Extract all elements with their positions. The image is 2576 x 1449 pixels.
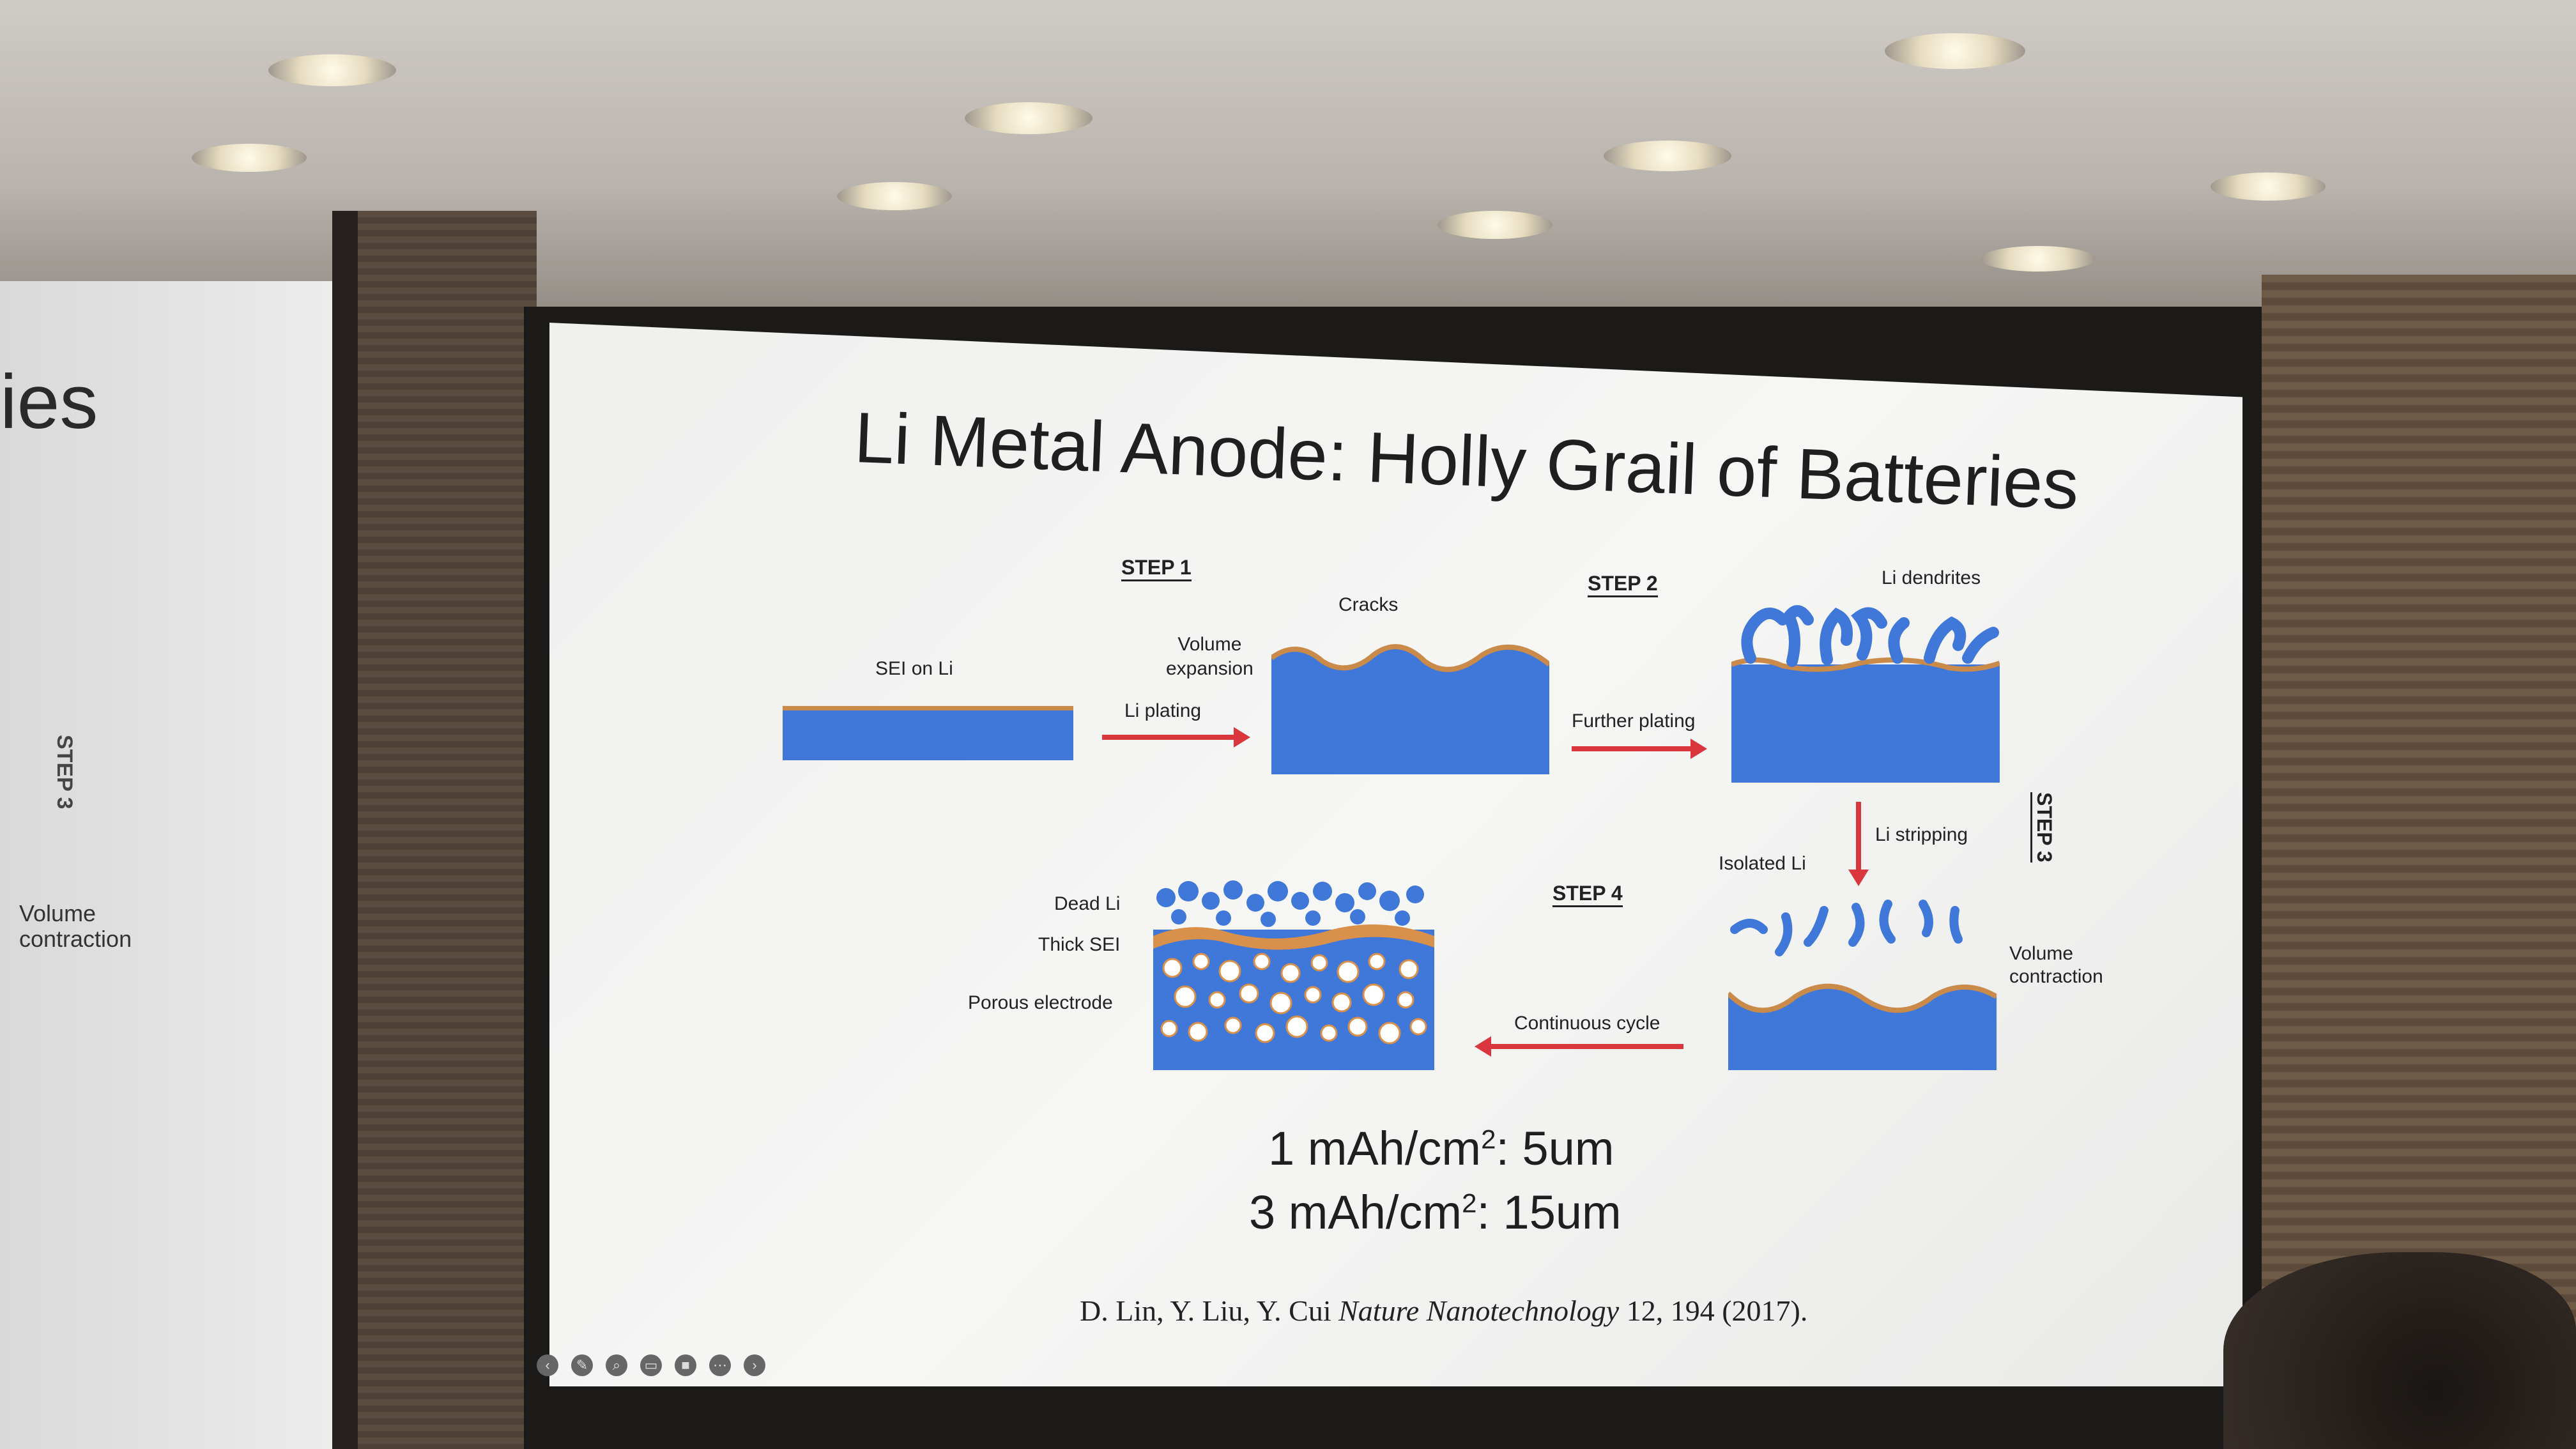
- electrode-stripped: [1728, 900, 1997, 1070]
- label-cracks: Cracks: [1338, 594, 1399, 615]
- label-li-dendrites: Li dendrites: [1882, 567, 1981, 588]
- pen-icon[interactable]: ✎: [571, 1354, 593, 1376]
- left-screen-title: ies: [0, 359, 98, 445]
- ceiling-light: [1604, 141, 1731, 171]
- arrow-continuous-cycle: [1475, 1036, 1683, 1057]
- zoom-icon[interactable]: ⌕: [606, 1354, 627, 1376]
- ceiling-light: [268, 54, 396, 86]
- subtitles-icon[interactable]: ▭: [640, 1354, 662, 1376]
- left-screen-volume-label: Volume contraction: [19, 900, 132, 952]
- ceiling-light: [192, 144, 307, 172]
- sei-layer: [783, 706, 1073, 711]
- next-slide-icon[interactable]: ›: [744, 1354, 765, 1376]
- ceiling-light: [2211, 172, 2326, 201]
- step-2-label: STEP 2: [1588, 572, 1658, 597]
- previous-slide-icon[interactable]: ‹: [537, 1354, 558, 1376]
- label-further-plating: Further plating: [1572, 710, 1696, 732]
- electrode-dendrites: [1731, 605, 2000, 783]
- li-electrode-initial: [783, 710, 1073, 760]
- equation-2: 3 mAh/cm2: 15um: [1249, 1186, 1621, 1239]
- electrode-expanded: [1271, 644, 1549, 774]
- camera-icon[interactable]: ■: [675, 1354, 696, 1376]
- arrow-further-plating: [1572, 739, 1707, 759]
- main-slide: [549, 323, 2242, 1386]
- label-isolated-li: Isolated Li: [1719, 853, 1806, 874]
- left-projection-screen: [0, 281, 332, 1449]
- label-thick-sei: Thick SEI: [1038, 934, 1121, 955]
- ceiling-light: [965, 102, 1092, 134]
- label-li-plating: Li plating: [1124, 700, 1202, 721]
- column: [332, 211, 358, 1449]
- wall-panel-left: [345, 211, 537, 1449]
- step-4-label: STEP 4: [1552, 882, 1623, 907]
- ceiling-light: [1438, 211, 1552, 239]
- citation: D. Lin, Y. Liu, Y. Cui Nature Nanotechno…: [1080, 1294, 1808, 1327]
- label-continuous-cycle: Continuous cycle: [1514, 1013, 1660, 1034]
- label-li-stripping: Li stripping: [1875, 824, 1968, 845]
- label-volume-contraction: Volume contraction: [2009, 943, 2103, 987]
- arrow-li-stripping: [1848, 802, 1869, 886]
- equation-1: 1 mAh/cm2: 5um: [1268, 1122, 1614, 1175]
- left-screen-step: STEP 3: [52, 735, 77, 809]
- more-options-icon[interactable]: ⋯: [709, 1354, 731, 1376]
- ceiling-light: [1981, 246, 2096, 272]
- label-sei-on-li: SEI on Li: [875, 658, 953, 679]
- ceiling-light: [1885, 33, 2025, 69]
- label-dead-li: Dead Li: [1054, 893, 1121, 914]
- step-1-label: STEP 1: [1121, 556, 1192, 581]
- label-volume-expansion: Volume expansion: [1166, 634, 1254, 679]
- audience-head: [2223, 1252, 2576, 1449]
- presentation-toolbar: ‹ ✎ ⌕ ▭ ■ ⋯ ›: [537, 1354, 765, 1376]
- arrow-li-plating: [1102, 727, 1250, 747]
- step-3-label: STEP 3: [2030, 792, 2056, 862]
- electrode-porous: [1153, 880, 1434, 1070]
- ceiling-light: [837, 182, 952, 210]
- label-porous-electrode: Porous electrode: [968, 992, 1113, 1013]
